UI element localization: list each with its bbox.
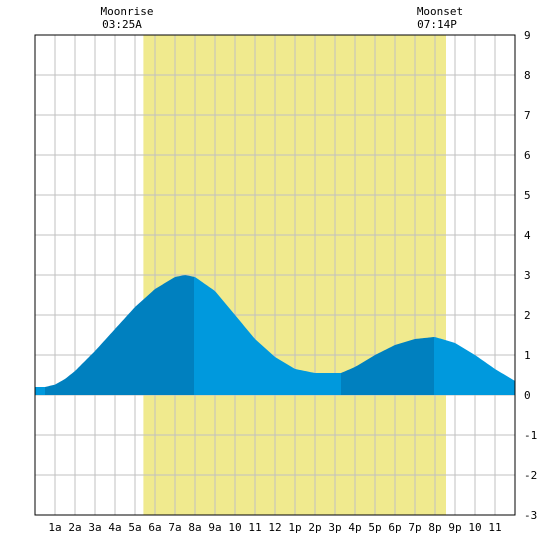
x-tick-label: 2p <box>308 521 321 534</box>
y-tick-label: -3 <box>524 509 537 522</box>
x-axis-ticks: 1a 2a 3a 4a 5a 6a 7a 8a 9a 10 11 12 1p 2p 3p 4p 5p 6p 7p 8p… <box>48 521 501 534</box>
moonrise-label: Moonrise <box>101 5 154 18</box>
y-tick-label: 2 <box>524 309 531 322</box>
moonset-annotation: Moonset 07:14P <box>417 5 463 31</box>
x-tick-label: 4a <box>108 521 121 534</box>
x-tick-label: 10 <box>468 521 481 534</box>
x-tick-label: 3a <box>88 521 101 534</box>
tide-segment-falling <box>194 276 341 395</box>
y-tick-label: -2 <box>524 469 537 482</box>
x-tick-label: 7a <box>168 521 181 534</box>
tide-segment-rising <box>45 275 194 395</box>
x-tick-label: 5p <box>368 521 381 534</box>
y-tick-label: 1 <box>524 349 531 362</box>
tide-segment-rising <box>341 337 434 395</box>
x-tick-label: 2a <box>68 521 81 534</box>
y-axis-ticks: -3 -2 -1 0 1 2 3 4 5 6 7 8 9 <box>524 29 537 522</box>
y-tick-label: 6 <box>524 149 531 162</box>
y-tick-label: -1 <box>524 429 537 442</box>
x-tick-label: 1a <box>48 521 61 534</box>
x-tick-label: 7p <box>408 521 421 534</box>
x-tick-label: 9a <box>208 521 221 534</box>
x-tick-label: 6a <box>148 521 161 534</box>
plot-frame <box>34 34 516 516</box>
x-tick-label: 10 <box>228 521 241 534</box>
x-tick-label: 8a <box>188 521 201 534</box>
tide-segment-falling <box>35 387 45 395</box>
x-tick-label: 4p <box>348 521 361 534</box>
tide-area <box>35 275 515 395</box>
y-tick-label: 5 <box>524 189 531 202</box>
moonset-label: Moonset <box>417 5 463 18</box>
y-tick-label: 0 <box>524 389 531 402</box>
grid-lines <box>35 35 515 515</box>
x-tick-label: 5a <box>128 521 141 534</box>
moonrise-annotation: Moonrise 03:25A <box>101 5 154 31</box>
x-tick-label: 8p <box>428 521 441 534</box>
x-tick-label: 1p <box>288 521 301 534</box>
x-tick-label: 3p <box>328 521 341 534</box>
x-tick-label: 6p <box>388 521 401 534</box>
x-tick-label: 9p <box>448 521 461 534</box>
moonset-time: 07:14P <box>417 18 457 31</box>
x-tick-label: 12 <box>268 521 281 534</box>
y-tick-label: 4 <box>524 229 531 242</box>
moonrise-time: 03:25A <box>102 18 142 31</box>
y-tick-label: 9 <box>524 29 531 42</box>
tide-segment-falling <box>434 337 515 395</box>
y-tick-label: 7 <box>524 109 531 122</box>
y-tick-label: 8 <box>524 69 531 82</box>
x-tick-label: 11 <box>488 521 501 534</box>
x-tick-label: 11 <box>248 521 261 534</box>
y-tick-label: 3 <box>524 269 531 282</box>
